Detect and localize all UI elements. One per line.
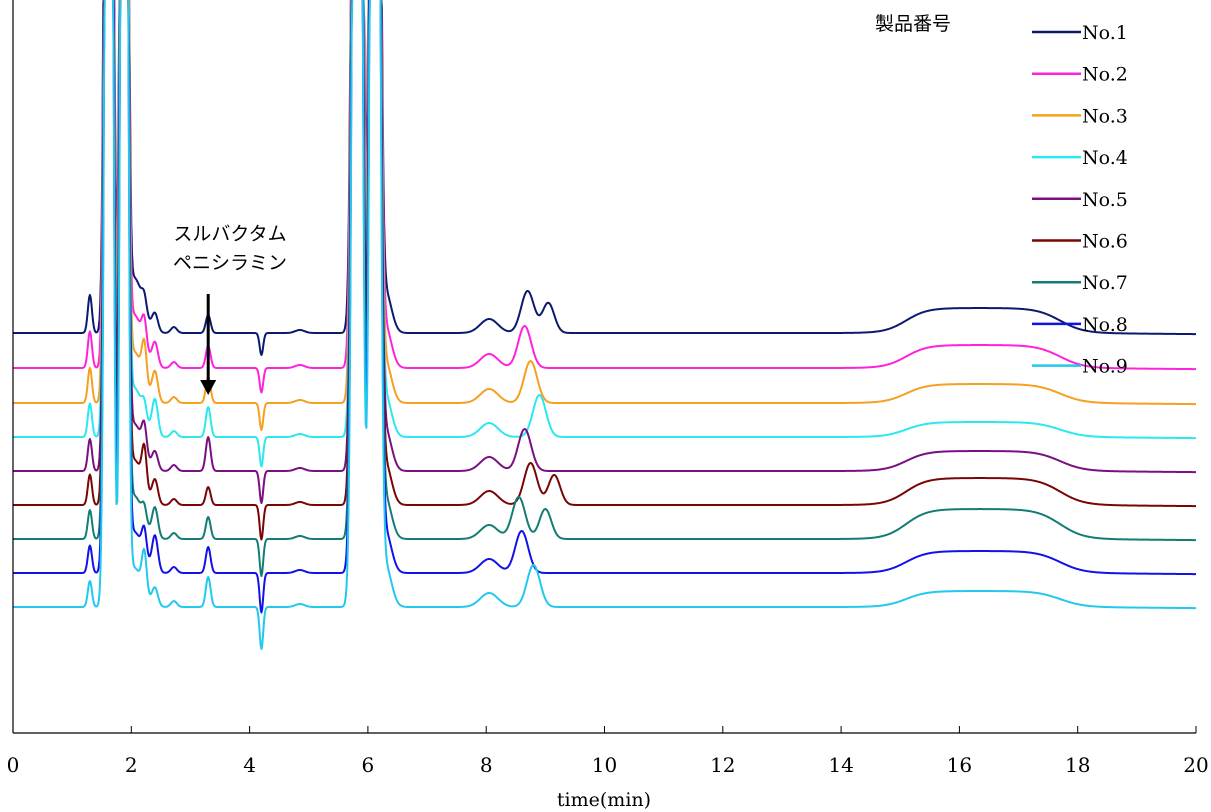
legend-label: No.3 <box>1082 105 1128 127</box>
x-tick-label: 2 <box>125 753 138 777</box>
series-line-no3 <box>12 0 1197 431</box>
legend-label: No.6 <box>1082 231 1128 253</box>
annotation: スルバクタム ペニシラミン <box>173 223 287 395</box>
x-tick-label: 12 <box>710 753 735 777</box>
legend-label: No.5 <box>1082 189 1128 211</box>
x-axis-ticks: 0 2 4 6 8 10 12 14 16 18 20 <box>7 726 1209 777</box>
legend-label: No.1 <box>1082 22 1128 44</box>
x-tick-label: 14 <box>828 753 853 777</box>
annotation-line-1: スルバクタム <box>173 223 286 245</box>
x-tick-label: 0 <box>7 753 20 777</box>
legend-item: No.5 <box>1032 189 1128 211</box>
legend-label: No.2 <box>1082 64 1128 86</box>
legend-item: No.8 <box>1032 314 1128 336</box>
annotation-arrowhead <box>200 380 217 395</box>
legend-label: No.7 <box>1082 272 1128 294</box>
legend-item: No.7 <box>1032 272 1128 294</box>
series-line-no6 <box>12 0 1197 541</box>
x-tick-label: 18 <box>1065 753 1090 777</box>
x-tick-label: 6 <box>362 753 375 777</box>
legend-title: 製品番号 <box>875 13 951 35</box>
legend-item: No.2 <box>1032 64 1128 86</box>
x-tick-label: 10 <box>592 753 617 777</box>
legend-item: No.9 <box>1032 356 1128 378</box>
annotation-line-2: ペニシラミン <box>173 252 287 274</box>
x-tick-label: 20 <box>1183 753 1208 777</box>
x-axis-title: time(min) <box>557 789 651 811</box>
series-line-no8 <box>12 0 1197 614</box>
series-line-no2 <box>12 0 1197 394</box>
series-line-no9 <box>12 0 1197 650</box>
x-tick-label: 8 <box>480 753 493 777</box>
legend-label: No.8 <box>1082 314 1128 336</box>
legend-item: No.6 <box>1032 231 1128 253</box>
legend-item: No.3 <box>1032 105 1128 127</box>
chromatogram-traces <box>12 0 1197 650</box>
legend-item: No.1 <box>1032 22 1128 44</box>
legend-label: No.9 <box>1082 356 1128 378</box>
series-line-no5 <box>12 0 1197 504</box>
series-line-no7 <box>12 0 1197 577</box>
legend: No.1 No.2 No.3 No.4 No.5 No.6 No.7 No.8 No.9 <box>1032 22 1128 378</box>
x-tick-label: 16 <box>947 753 972 777</box>
legend-item: No.4 <box>1032 147 1128 169</box>
legend-label: No.4 <box>1082 147 1128 169</box>
series-line-no1 <box>12 0 1197 356</box>
series-line-no4 <box>12 0 1197 468</box>
x-tick-label: 4 <box>243 753 256 777</box>
